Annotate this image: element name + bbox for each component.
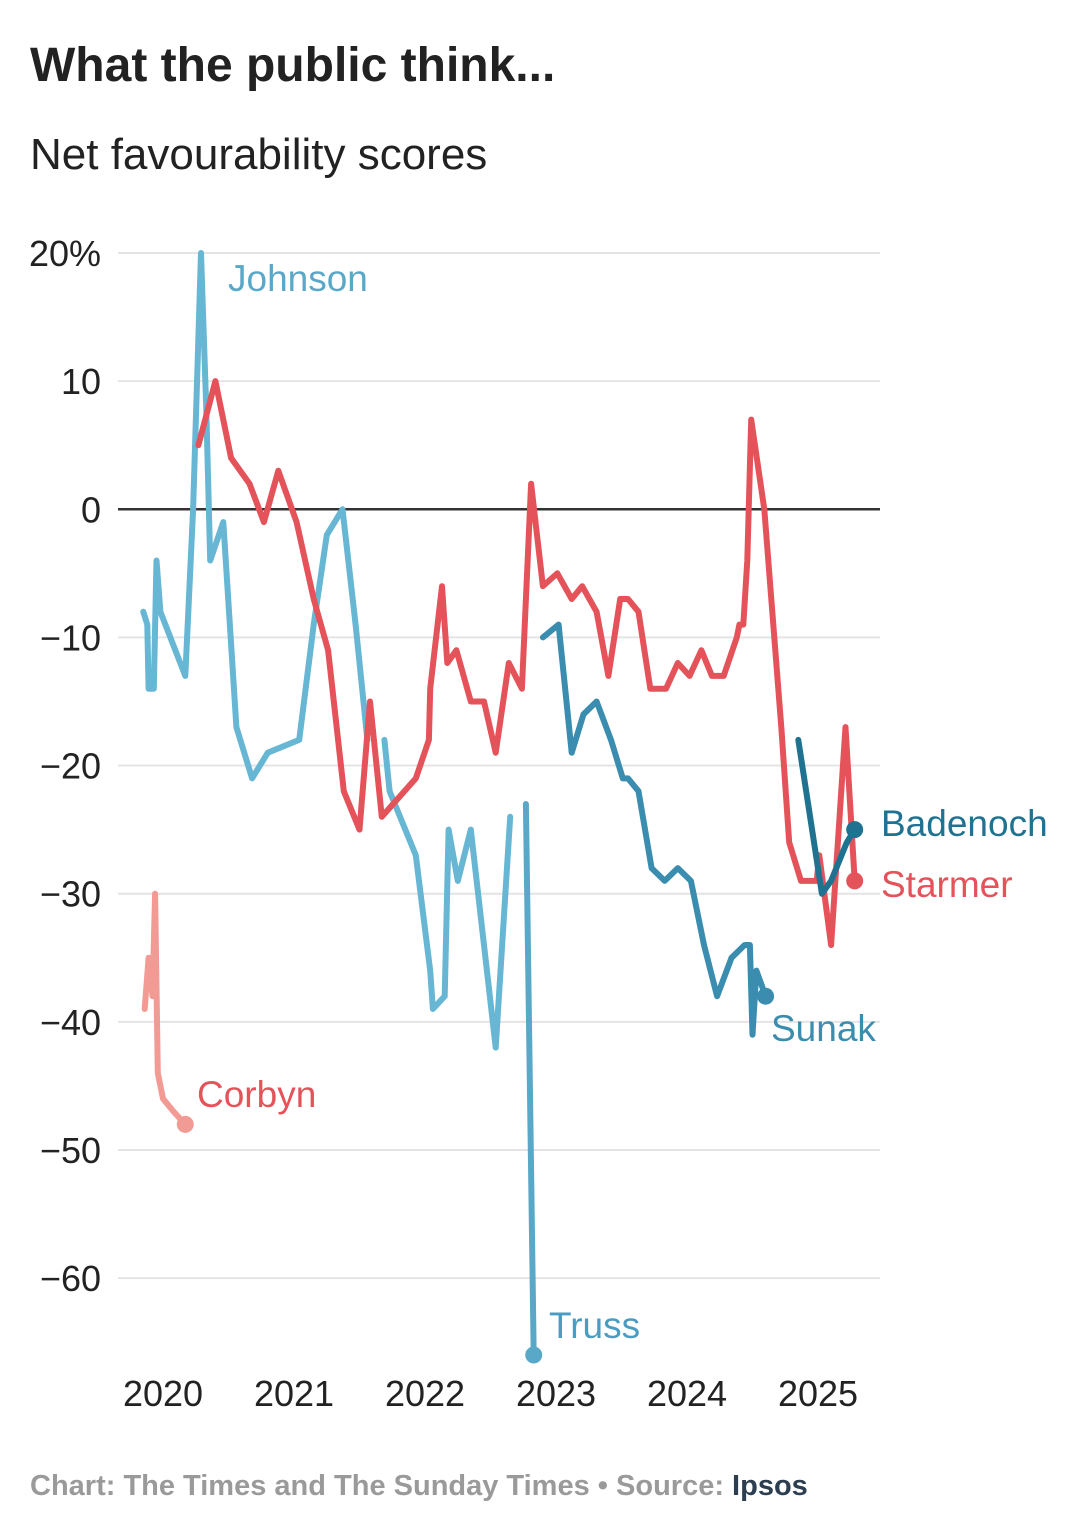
series-line-badenoch	[795, 736, 858, 897]
series-line-corbyn	[141, 890, 189, 1128]
y-tick-label: −10	[40, 617, 101, 658]
y-tick-label: −40	[40, 1002, 101, 1043]
gridlines	[118, 252, 880, 1280]
y-tick-label: −30	[40, 874, 101, 915]
x-tick-label: 2023	[516, 1373, 596, 1414]
y-tick-label: −60	[40, 1258, 101, 1299]
series-label-starmer: Starmer	[881, 864, 1013, 905]
footer-source-label: Source:	[616, 1470, 733, 1502]
x-tick-label: 2025	[778, 1373, 858, 1414]
y-tick-label: −20	[40, 746, 101, 787]
series-line-truss	[522, 801, 537, 1358]
y-tick-label: −50	[40, 1130, 101, 1171]
end-marker-badenoch	[846, 821, 864, 839]
chart-subtitle: Net favourability scores	[30, 130, 488, 179]
series-label-corbyn: Corbyn	[197, 1074, 316, 1115]
chart-title: What the public think...	[30, 39, 556, 92]
end-marker-corbyn	[176, 1115, 194, 1133]
series-label-sunak: Sunak	[771, 1008, 876, 1049]
x-tick-label: 2024	[647, 1373, 727, 1414]
y-tick-label: 20%	[29, 233, 101, 274]
x-tick-label: 2021	[254, 1373, 334, 1414]
y-tick-label: 10	[61, 361, 101, 402]
footer-separator: •	[589, 1470, 617, 1502]
footer-credit: Chart: The Times and The Sunday Times	[30, 1470, 590, 1502]
series-line-sunak	[539, 621, 769, 1038]
series-label-truss: Truss	[549, 1305, 640, 1346]
chart-footer: Chart: The Times and The Sunday Times • …	[30, 1470, 808, 1503]
y-tick-label: 0	[81, 489, 101, 530]
footer-source-link[interactable]: Ipsos	[732, 1470, 808, 1502]
series-line-starmer	[195, 378, 858, 948]
series-label-johnson: Johnson	[228, 258, 368, 299]
x-tick-label: 2022	[385, 1373, 465, 1414]
series-line-johnson	[140, 250, 371, 782]
series-lines	[140, 250, 864, 1364]
x-tick-label: 2020	[123, 1373, 203, 1414]
line-chart: 20%100−10−20−30−40−50−60 2020 2021 2022 202…	[29, 233, 1048, 1414]
series-labels: Johnson Corbyn Truss Sunak Badenoch Starmer	[197, 258, 1048, 1346]
end-marker-sunak	[757, 987, 775, 1005]
end-marker-starmer	[846, 872, 864, 890]
series-line-johnson-continued	[381, 736, 514, 1051]
end-marker-truss	[525, 1346, 543, 1364]
y-axis: 20% 10 0 −10 −20 −30 −40 −50 −60	[29, 233, 101, 1299]
series-label-badenoch: Badenoch	[881, 803, 1048, 844]
x-axis: 2020 2021 2022 2023 2024 2025	[123, 1373, 858, 1414]
